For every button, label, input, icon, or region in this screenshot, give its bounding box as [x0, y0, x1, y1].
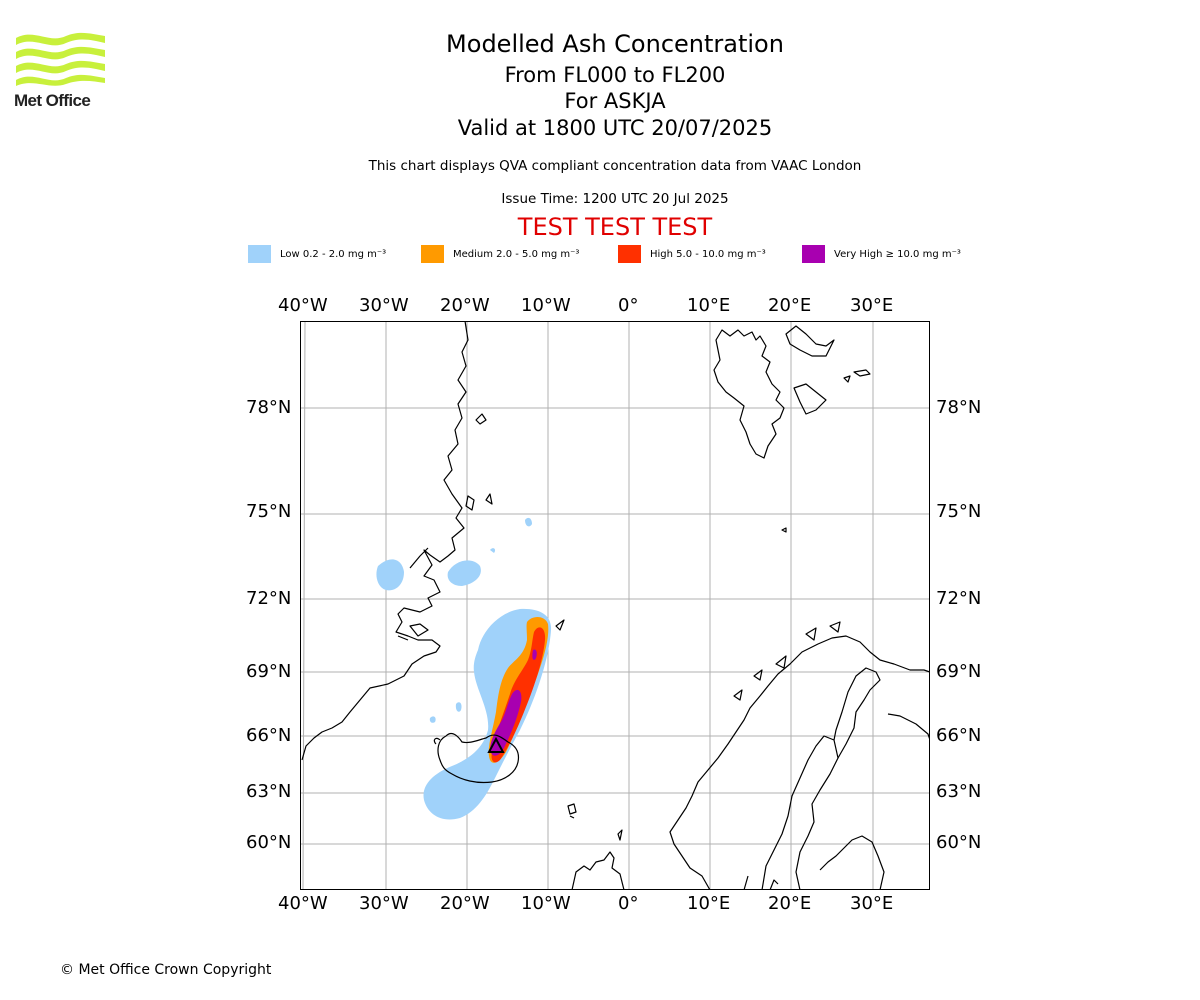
lon-tick-top: 10°E [687, 295, 731, 316]
issue-time: Issue Time: 1200 UTC 20 Jul 2025 [501, 191, 729, 207]
flight-levels: From FL000 to FL200 [504, 63, 726, 87]
legend-item-very-high: Very High ≥ 10.0 mg m⁻³ [802, 244, 961, 264]
volcano-triangle-icon [487, 736, 505, 753]
iceland-coast [437, 732, 520, 784]
legend-swatch-very-high [802, 245, 825, 263]
legend-swatch-medium [421, 245, 444, 263]
legend-item-medium: Medium 2.0 - 5.0 mg m⁻³ [421, 244, 579, 264]
legend-item-high: High 5.0 - 10.0 mg m⁻³ [618, 244, 766, 264]
legend-label-low: Low 0.2 - 2.0 mg m⁻³ [280, 248, 387, 260]
lat-tick-left: 78°N [246, 397, 292, 418]
copyright: © Met Office Crown Copyright [60, 962, 272, 978]
chart-subtitle: This chart displays QVA compliant concen… [368, 158, 862, 174]
greenland-coast [301, 321, 469, 761]
lat-tick-left: 60°N [246, 832, 292, 853]
valid-time: Valid at 1800 UTC 20/07/2025 [457, 116, 773, 140]
test-banner: TEST TEST TEST [517, 213, 713, 241]
legend-item-low: Low 0.2 - 2.0 mg m⁻³ [248, 244, 386, 264]
lon-tick-bottom: 20°W [440, 893, 490, 914]
chart-title: Modelled Ash Concentration [446, 30, 784, 58]
legend-label-high: High 5.0 - 10.0 mg m⁻³ [650, 248, 766, 260]
lon-tick-bottom: 0° [618, 893, 639, 914]
lon-tick-bottom: 10°W [521, 893, 571, 914]
map-frame [300, 321, 930, 890]
lat-tick-right: 69°N [936, 661, 982, 682]
lat-tick-left: 63°N [246, 781, 292, 802]
lat-tick-left: 66°N [246, 725, 292, 746]
met-office-logo-waves [16, 32, 105, 86]
svalbard-coast [713, 329, 785, 459]
lon-tick-bottom: 20°E [768, 893, 812, 914]
lon-tick-top: 30°E [850, 295, 894, 316]
legend-swatch-high [618, 245, 641, 263]
lat-tick-left: 72°N [246, 588, 292, 609]
lon-tick-bottom: 40°W [278, 893, 328, 914]
legend-label-medium: Medium 2.0 - 5.0 mg m⁻³ [453, 248, 580, 260]
lat-tick-right: 66°N [936, 725, 982, 746]
volcano-name: For ASKJA [564, 89, 666, 113]
graticule [300, 321, 930, 890]
coastlines [301, 321, 930, 890]
lon-tick-bottom: 30°E [850, 893, 894, 914]
lon-tick-top: 40°W [278, 295, 328, 316]
lat-tick-right: 78°N [936, 397, 982, 418]
lat-tick-left: 69°N [246, 661, 292, 682]
logo-text: Met Office [14, 91, 91, 110]
lat-tick-left: 75°N [246, 501, 292, 522]
lon-tick-bottom: 30°W [359, 893, 409, 914]
lon-tick-bottom: 10°E [687, 893, 731, 914]
lat-tick-right: 63°N [936, 781, 982, 802]
lat-tick-right: 60°N [936, 832, 982, 853]
ash-map [300, 321, 930, 890]
lat-tick-right: 72°N [936, 588, 982, 609]
lon-tick-top: 30°W [359, 295, 409, 316]
lon-tick-top: 10°W [521, 295, 571, 316]
lon-tick-top: 20°E [768, 295, 812, 316]
legend-swatch-low [248, 245, 271, 263]
lon-tick-top: 0° [618, 295, 639, 316]
lon-tick-top: 20°W [440, 295, 490, 316]
met-office-logo: Met Office [14, 30, 106, 112]
legend-label-very-high: Very High ≥ 10.0 mg m⁻³ [834, 248, 961, 260]
lat-tick-right: 75°N [936, 501, 982, 522]
ash-very-high-area [490, 649, 537, 756]
scandinavia-coast [669, 635, 930, 890]
